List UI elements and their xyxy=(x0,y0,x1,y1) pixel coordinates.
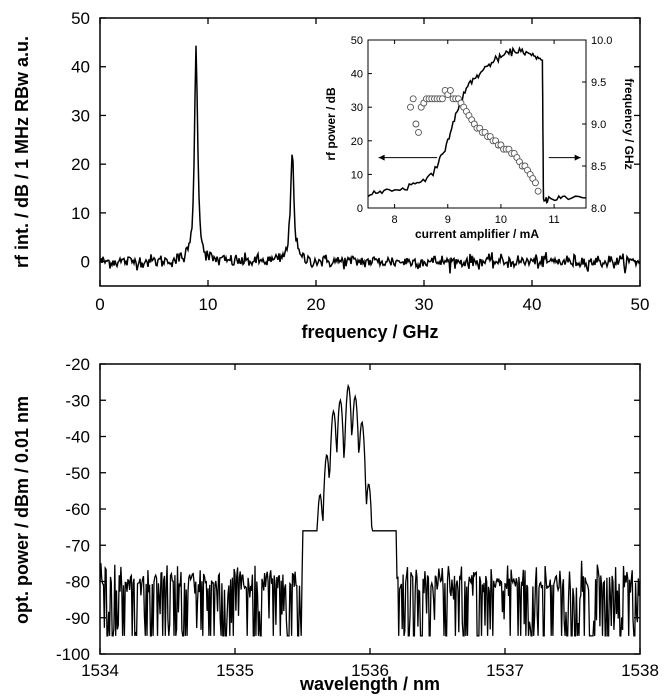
inset-xtick-label: 11 xyxy=(548,214,559,226)
opt-xtick-label: 1535 xyxy=(216,661,254,680)
inset-arrow-left-head xyxy=(378,154,385,161)
opt-ytick-label: -30 xyxy=(65,391,90,410)
inset-xtick-label: 8 xyxy=(392,214,398,226)
rf-xtick-label: 40 xyxy=(523,295,542,314)
inset-xlabel: current amplifier / mA xyxy=(415,227,539,241)
opt-ytick-label: -20 xyxy=(65,355,90,374)
inset-ytick-label-right: 9.5 xyxy=(591,77,606,89)
rf-ylabel: rf int. / dB / 1 MHz RBw a.u. xyxy=(12,36,32,268)
rf-ytick-label: 40 xyxy=(71,58,90,77)
inset-scatter-point xyxy=(446,86,454,94)
inset-rf-power-line xyxy=(367,46,587,204)
opt-xlabel: wavelength / nm xyxy=(299,674,440,694)
inset-arrow-right-head xyxy=(574,154,581,161)
inset-ytick-label-right: 8.0 xyxy=(591,203,606,215)
inset-ytick-label: 50 xyxy=(351,35,363,47)
inset-ytick-label-right: 10.0 xyxy=(591,35,612,47)
opt-xtick-label: 1534 xyxy=(81,661,119,680)
rf-ytick-label: 30 xyxy=(71,106,90,125)
inset-panel: 8 9 10 11 0 10 20 30 40 50 8.0 8.5 9.0 9.5 10.0 curren… xyxy=(324,35,636,241)
inset-xtick-label: 10 xyxy=(495,214,507,226)
rf-xtick-label: 50 xyxy=(631,295,650,314)
inset-scatter-point xyxy=(415,128,422,136)
rf-series-line xyxy=(99,45,641,274)
opt-ytick-label: -90 xyxy=(65,609,90,628)
inset-ytick-label: 10 xyxy=(351,169,363,181)
opt-xtick-label: 1537 xyxy=(486,661,524,680)
inset-scatter-point xyxy=(534,187,542,195)
inset-ytick-label: 40 xyxy=(351,69,363,81)
inset-scatter-point xyxy=(412,120,420,128)
inset-arrows xyxy=(378,154,581,161)
rf-ytick-label: 0 xyxy=(81,253,90,272)
opt-ylabel: opt. power / dBm / 0.01 nm xyxy=(12,396,32,624)
opt-series-line xyxy=(99,383,641,637)
rf-ytick-label: 20 xyxy=(71,155,90,174)
rf-xtick-label: 0 xyxy=(95,295,104,314)
opt-ytick-label: -40 xyxy=(65,428,90,447)
opt-ytick-label: -80 xyxy=(65,573,90,592)
inset-ytick-label: 20 xyxy=(351,136,363,148)
opt-ticks: 1534 1535 1536 1537 1538 -20 -30 -40 -50 -60 -70 -8… xyxy=(56,355,659,680)
opt-ytick-label: -50 xyxy=(65,464,90,483)
inset-ylabel: rf power / dB xyxy=(324,87,338,161)
rf-plot-frame xyxy=(99,17,641,287)
inset-scatter-point xyxy=(409,95,417,103)
opt-ytick-label: -100 xyxy=(56,645,90,664)
rf-ytick-label: 10 xyxy=(71,204,90,223)
rf-panel: 0 10 20 30 40 50 0 10 20 30 40 50 frequency / GHz r… xyxy=(12,9,649,342)
inset-ylabel-right: frequency / GHz xyxy=(622,78,636,169)
rf-xtick-label: 30 xyxy=(415,295,434,314)
rf-ytick-label: 50 xyxy=(71,9,90,28)
inset-ytick-label: 30 xyxy=(351,102,363,114)
rf-xtick-label: 10 xyxy=(199,295,218,314)
inset-ticks: 8 9 10 11 0 10 20 30 40 50 8.0 8.5 9.0 9.5 10.0 xyxy=(351,35,613,226)
opt-ytick-label: -70 xyxy=(65,536,90,555)
opt-panel: 1534 1535 1536 1537 1538 -20 -30 -40 -50 -60 -70 -8… xyxy=(12,355,659,694)
rf-xlabel: frequency / GHz xyxy=(301,322,438,342)
opt-ytick-label: -60 xyxy=(65,500,90,519)
inset-ytick-label: 0 xyxy=(357,203,363,215)
opt-xtick-label: 1536 xyxy=(351,661,389,680)
inset-ytick-label-right: 8.5 xyxy=(591,161,606,173)
rf-xtick-label: 20 xyxy=(307,295,326,314)
inset-frequency-scatter xyxy=(407,86,542,195)
opt-xtick-label: 1538 xyxy=(621,661,659,680)
inset-scatter-point xyxy=(532,179,539,187)
inset-ytick-label-right: 9.0 xyxy=(591,119,606,131)
inset-xtick-label: 9 xyxy=(445,214,451,226)
inset-scatter-point xyxy=(438,95,446,103)
inset-scatter-point xyxy=(407,103,414,111)
